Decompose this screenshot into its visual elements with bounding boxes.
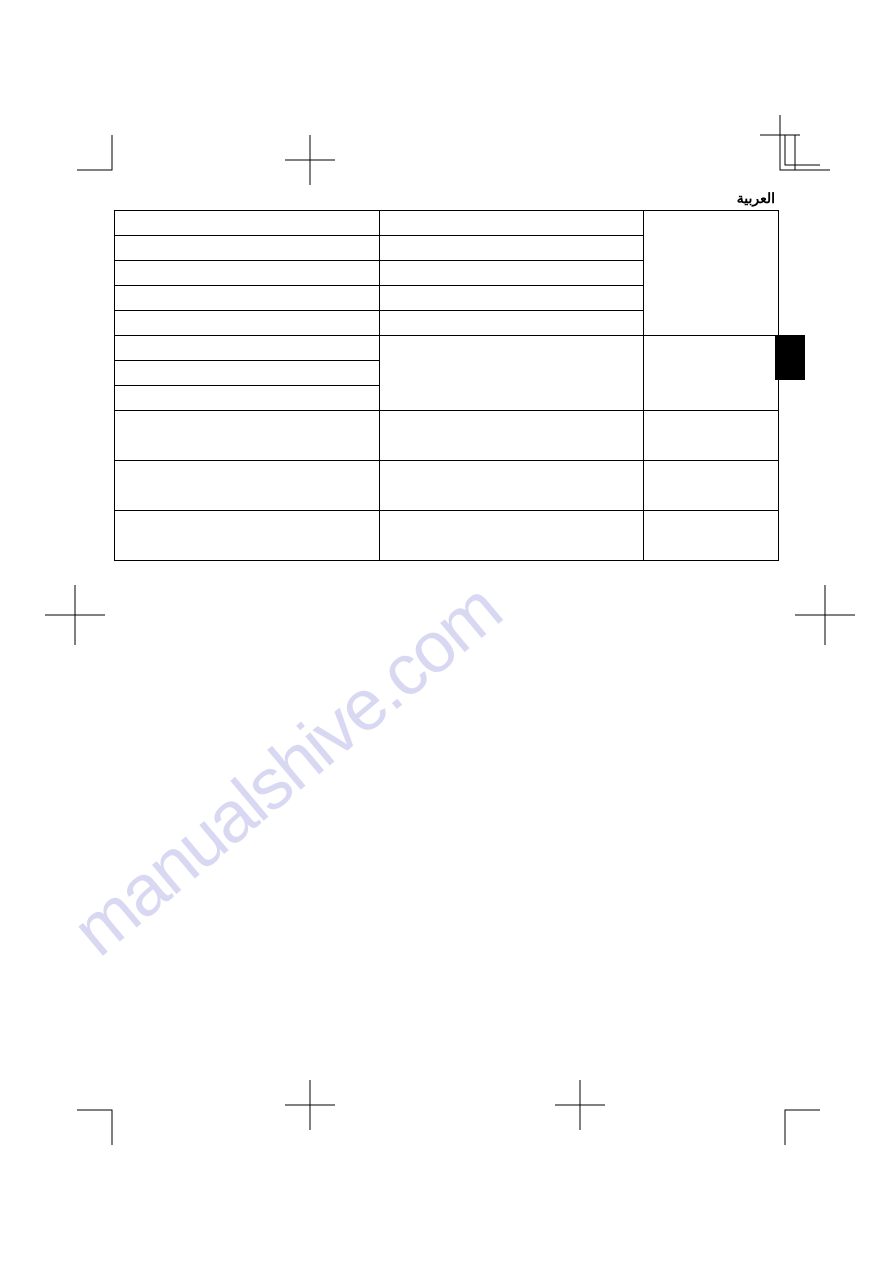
table-row [115, 211, 779, 236]
table-cell [379, 311, 644, 336]
crop-mark-bottom-left [77, 1095, 127, 1145]
data-table [114, 210, 779, 561]
table-cell [379, 211, 644, 236]
table-cell [379, 461, 644, 511]
table-cell [644, 336, 779, 411]
page-heading: العربية [737, 190, 775, 207]
table-cell [115, 361, 380, 386]
table-cell [644, 411, 779, 461]
table-cell [379, 261, 644, 286]
table-cell [379, 236, 644, 261]
crop-mark-bottom-right [770, 1095, 820, 1145]
crop-mark-top-center-left [285, 135, 335, 185]
crop-mark-top-left [77, 135, 127, 185]
table-cell [115, 211, 380, 236]
table-cell [644, 461, 779, 511]
table-cell [379, 336, 644, 411]
section-tab [775, 335, 805, 380]
table-cell [379, 286, 644, 311]
table-cell [115, 411, 380, 461]
table-cell [115, 236, 380, 261]
crop-mark-top-right-inner [760, 115, 830, 185]
table-cell [115, 261, 380, 286]
watermark: manualshive.com [57, 568, 516, 972]
crop-mark-bottom-center [285, 1080, 335, 1130]
table-row [115, 461, 779, 511]
table-cell [115, 386, 380, 411]
table-cell [115, 511, 380, 561]
table-cell [115, 286, 380, 311]
table-cell [115, 461, 380, 511]
table-cell [115, 336, 380, 361]
crop-mark-bottom-center-right [555, 1080, 605, 1130]
table-cell [644, 511, 779, 561]
table-cell [115, 311, 380, 336]
table-cell [644, 211, 779, 336]
crop-mark-mid-right [795, 585, 855, 645]
table-row [115, 511, 779, 561]
table-cell [379, 411, 644, 461]
crop-mark-mid-left [45, 585, 105, 645]
table-row [115, 336, 779, 361]
table-row [115, 411, 779, 461]
table-cell [379, 511, 644, 561]
